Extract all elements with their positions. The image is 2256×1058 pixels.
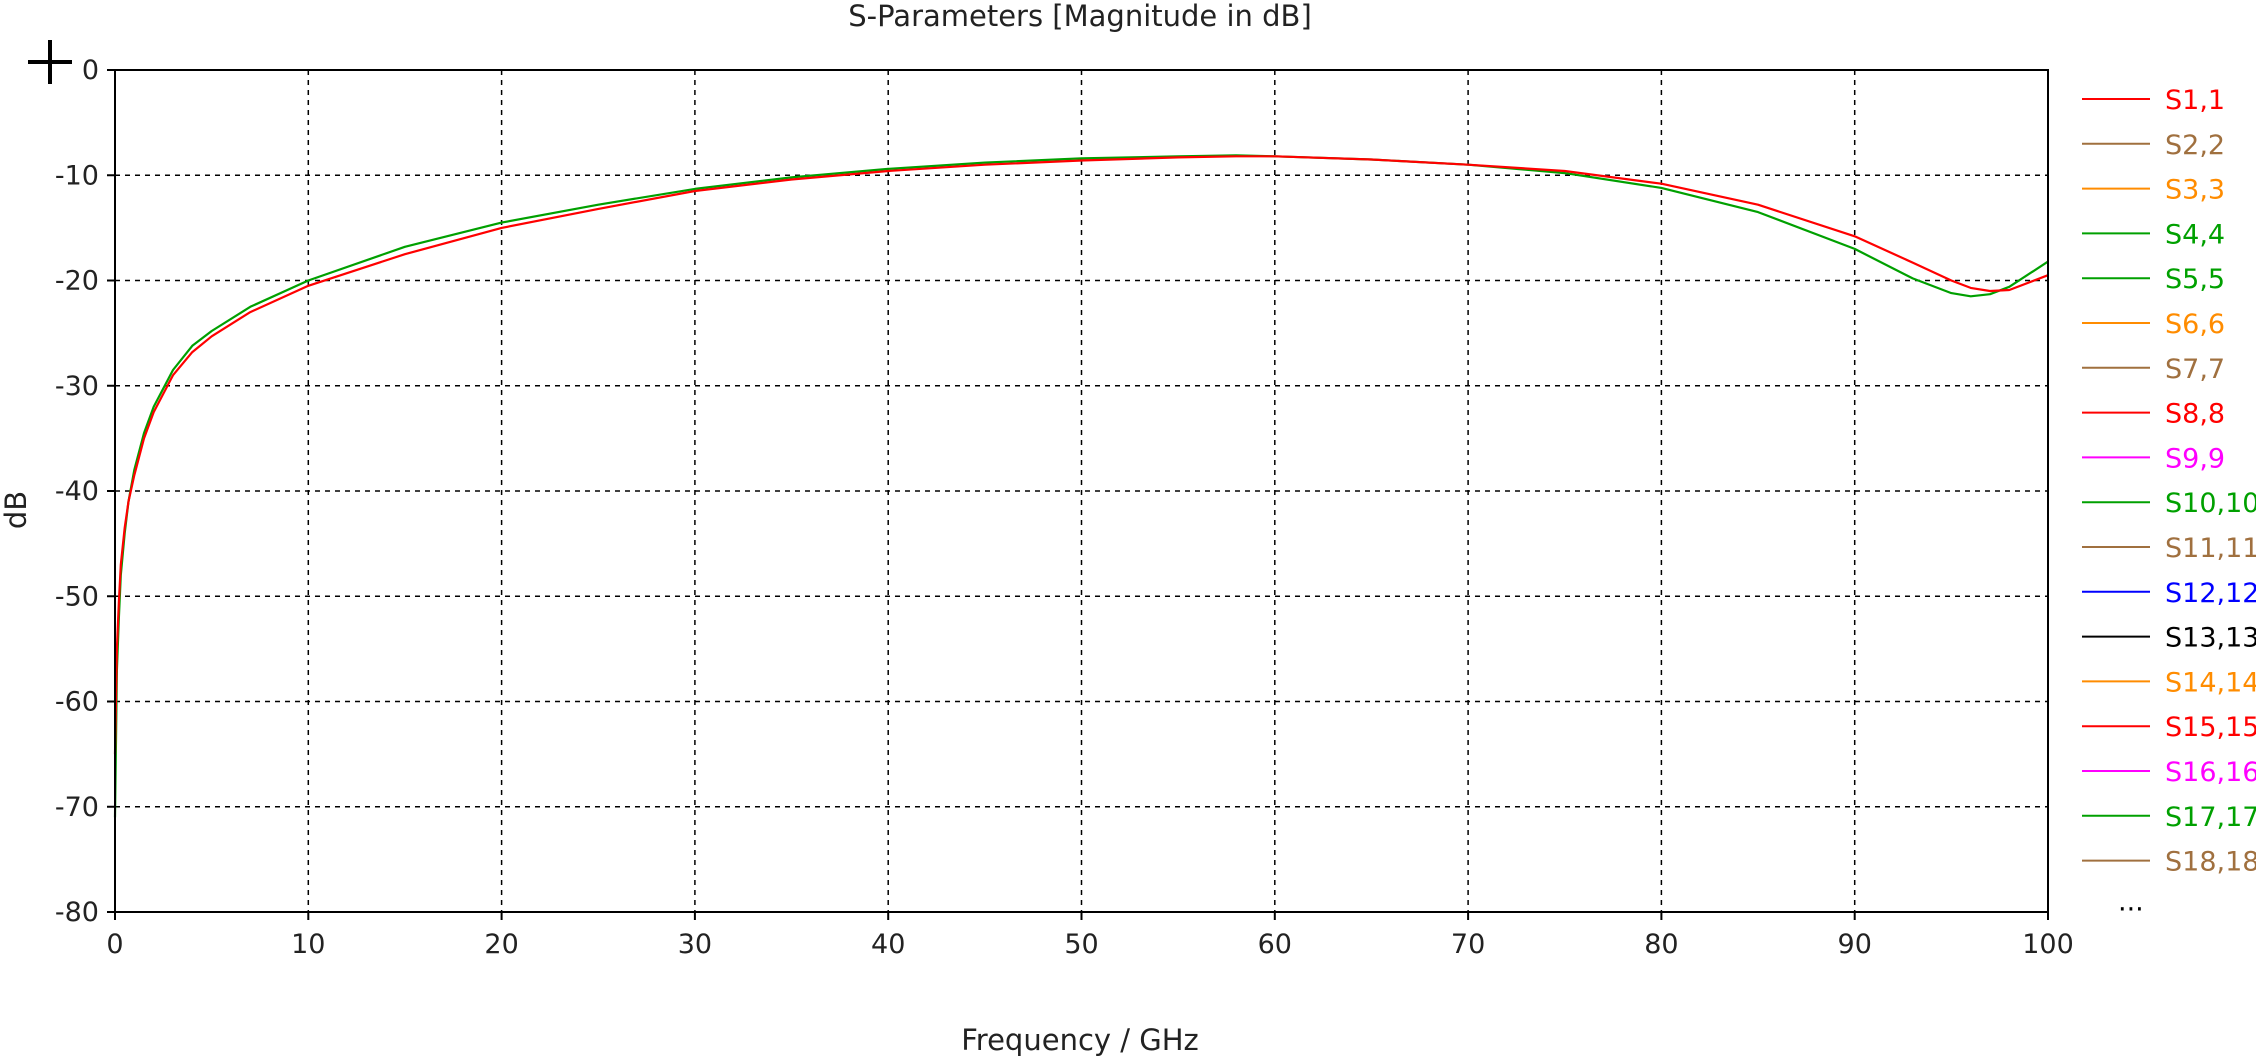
legend-label: S18,18 (2165, 847, 2256, 878)
y-tick-label: -70 (55, 792, 99, 823)
x-axis-ticks: 0 10 20 30 40 50 60 70 80 90 100 (106, 912, 2074, 960)
legend-label: S5,5 (2165, 264, 2225, 295)
x-tick-label: 100 (2022, 929, 2074, 960)
y-tick-label: -80 (55, 897, 99, 928)
y-tick-label: -10 (55, 160, 99, 191)
x-tick-label: 60 (1258, 929, 1292, 960)
chart-title: S-Parameters [Magnitude in dB] (848, 0, 1312, 33)
legend-label: S1,1 (2165, 85, 2225, 116)
y-tick-label: -20 (55, 266, 99, 297)
x-tick-label: 20 (484, 929, 518, 960)
x-axis-label: Frequency / GHz (961, 1023, 1199, 1057)
legend-more-indicator: ... (2118, 886, 2144, 917)
legend-label: S7,7 (2165, 354, 2225, 385)
y-tick-label: -40 (55, 476, 99, 507)
x-tick-label: 90 (1838, 929, 1872, 960)
y-tick-label: -50 (55, 581, 99, 612)
series-lines (113, 154, 2049, 818)
x-tick-label: 70 (1451, 929, 1485, 960)
y-tick-label: -60 (55, 687, 99, 718)
legend-label: S10,10 (2165, 488, 2256, 519)
y-axis-ticks: 0 -10 -20 -30 -40 -50 -60 -70 -80 (55, 55, 115, 928)
legend-label: S8,8 (2165, 399, 2225, 430)
y-tick-label: 0 (82, 55, 99, 86)
x-tick-label: 80 (1644, 929, 1678, 960)
legend-label: S16,16 (2165, 757, 2256, 788)
legend-label: S6,6 (2165, 309, 2225, 340)
legend-label: S13,13 (2165, 623, 2256, 654)
grid (115, 70, 2048, 912)
series-line (113, 155, 2049, 755)
legend-label: S15,15 (2165, 712, 2256, 743)
crosshair-cursor-icon (28, 40, 72, 84)
legend-label: S3,3 (2165, 175, 2225, 206)
legend: S1,1 S2,2 S3,3 S4,4 S5,5 S6,6 S7,7 S8,8 S9,9 S10,… (2082, 85, 2256, 917)
x-tick-label: 40 (871, 929, 905, 960)
y-axis-label: dB (0, 491, 33, 529)
y-tick-label: -30 (55, 371, 99, 402)
legend-label: S17,17 (2165, 802, 2256, 833)
legend-label: S12,12 (2165, 578, 2256, 609)
x-tick-label: 0 (106, 929, 123, 960)
x-tick-label: 10 (291, 929, 325, 960)
legend-label: S2,2 (2165, 130, 2225, 161)
legend-label: S9,9 (2165, 443, 2225, 474)
legend-label: S4,4 (2165, 219, 2225, 250)
legend-label: S11,11 (2165, 533, 2256, 564)
legend-label: S14,14 (2165, 667, 2256, 698)
series-line (113, 154, 2049, 818)
x-tick-label: 30 (678, 929, 712, 960)
x-tick-label: 50 (1064, 929, 1098, 960)
